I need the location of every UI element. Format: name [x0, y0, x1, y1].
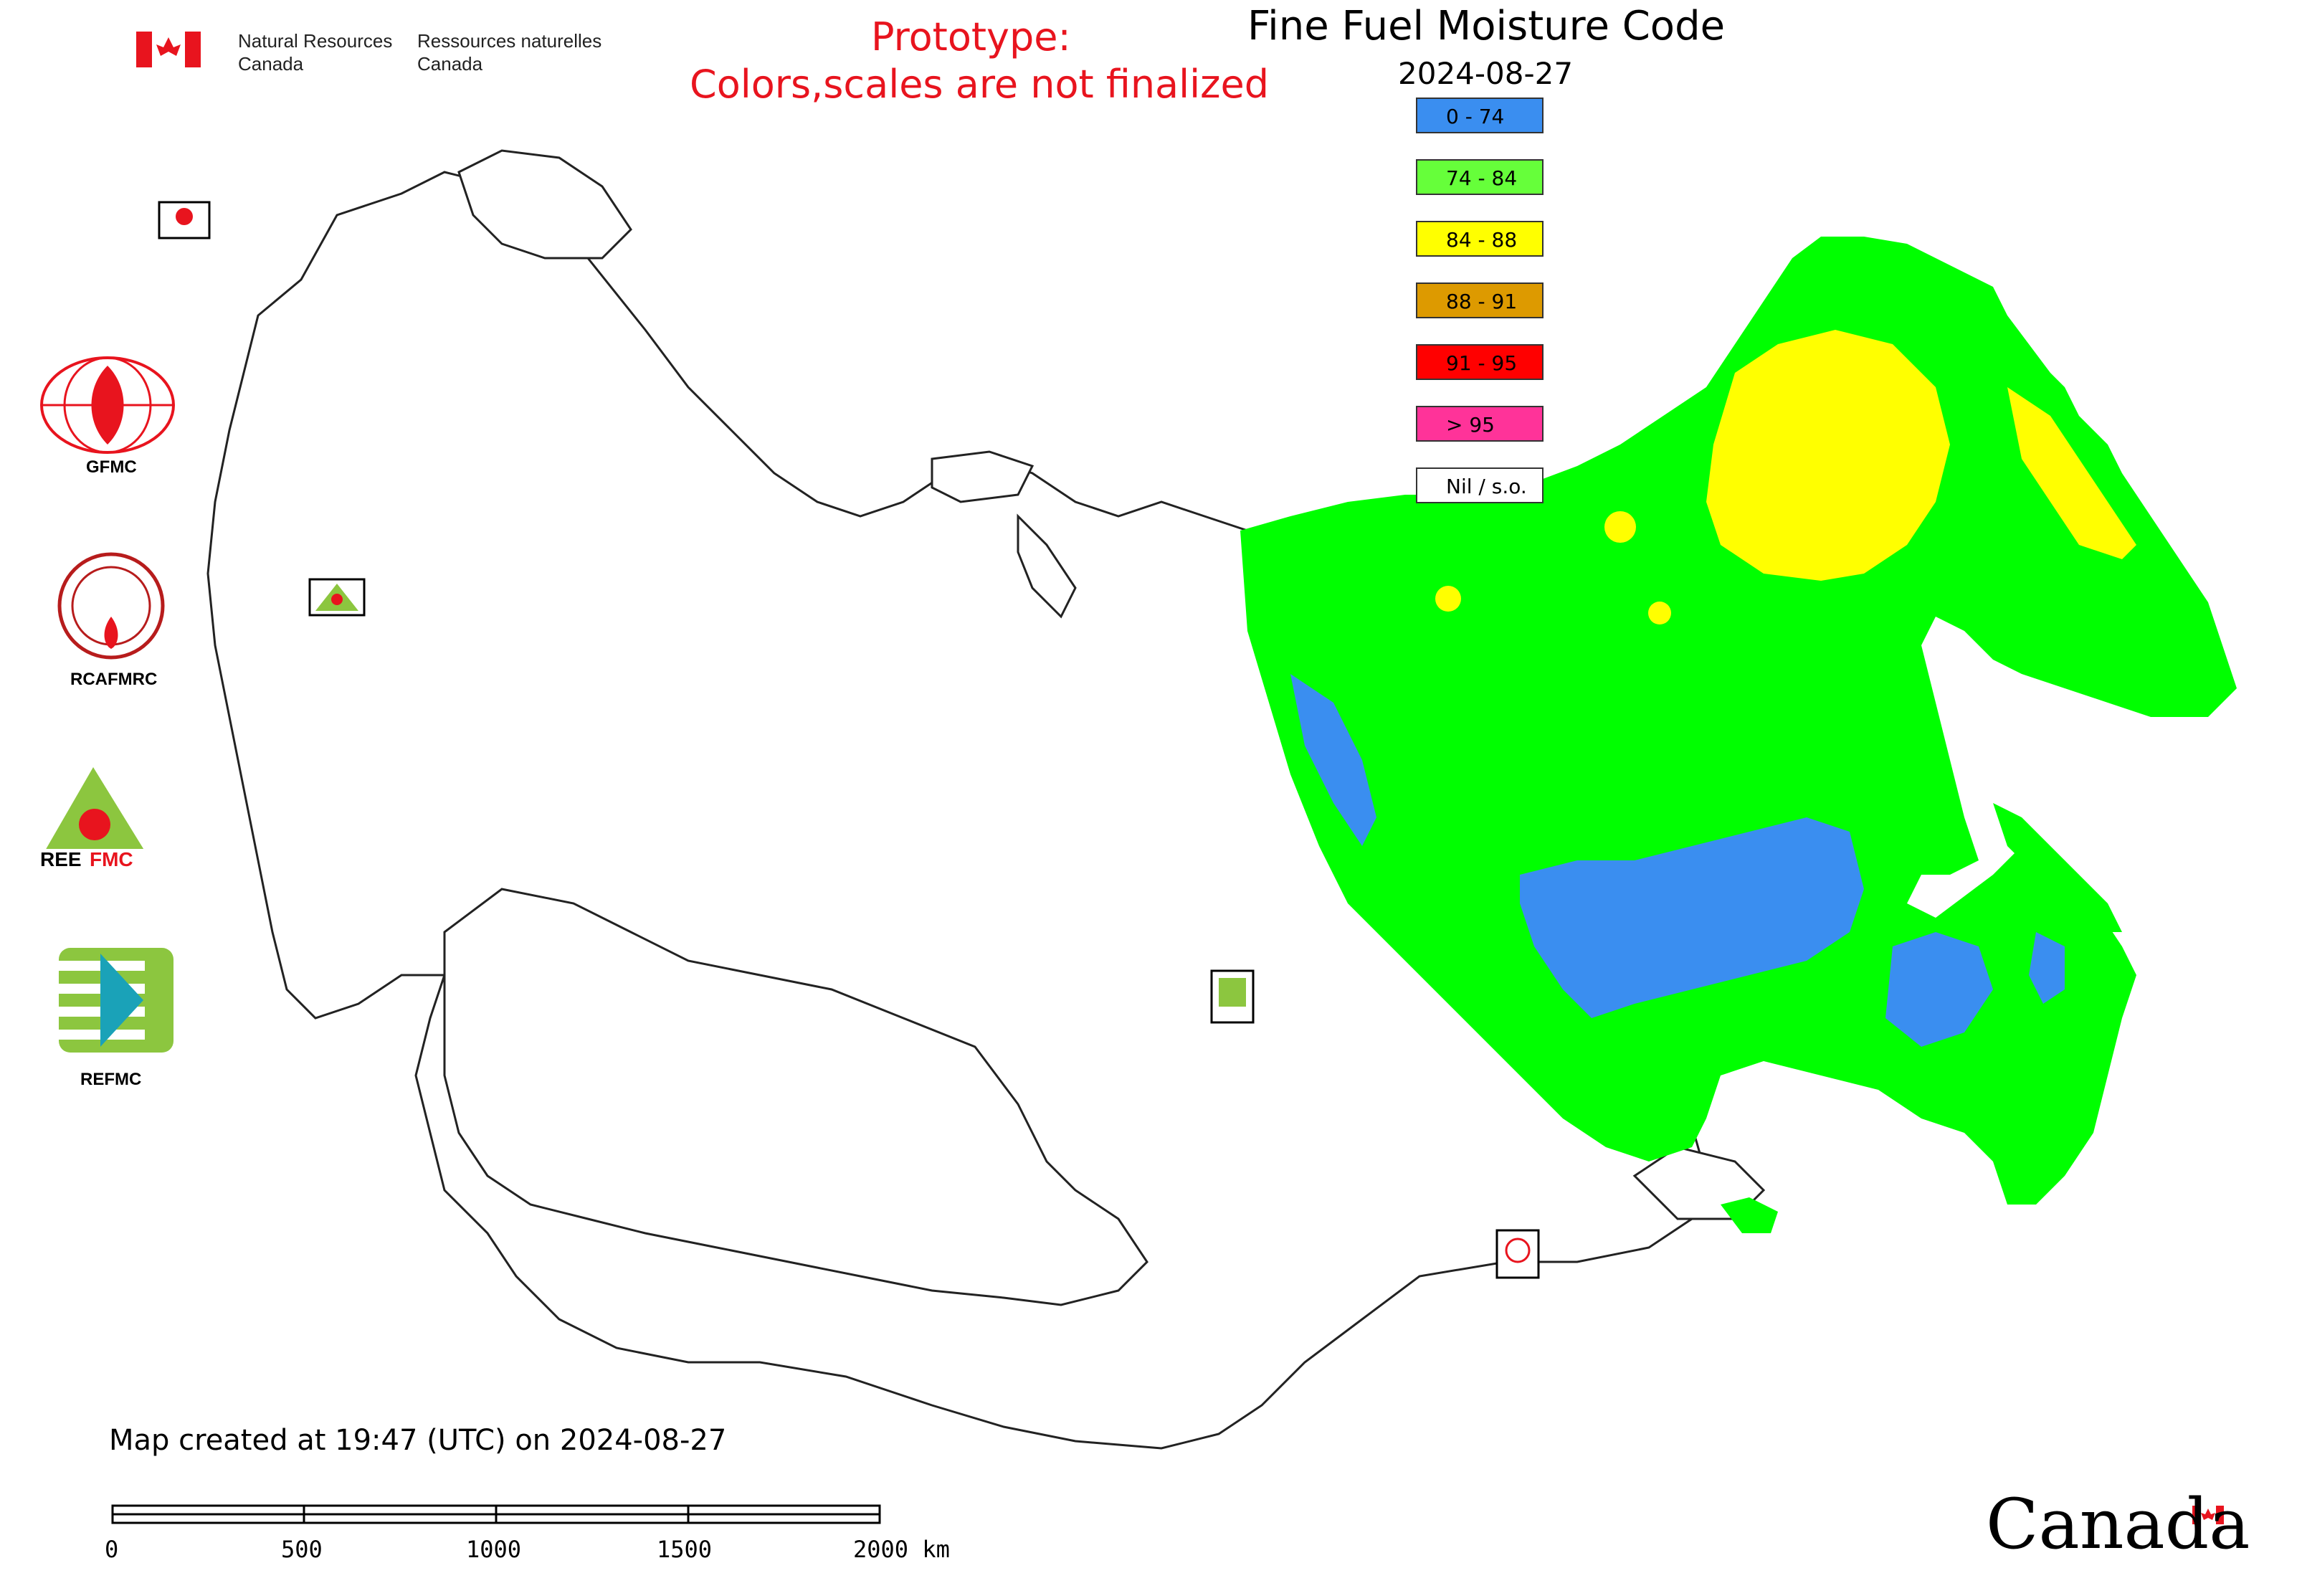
legend-item: 74 - 84	[1416, 159, 1544, 195]
map-date: 2024-08-27	[1398, 56, 1574, 91]
svg-text:FMC: FMC	[90, 848, 133, 870]
scale-label: 1500	[657, 1536, 713, 1563]
legend-item: 91 - 95	[1416, 344, 1544, 380]
map-title: Fine Fuel Moisture Code	[1247, 3, 1726, 49]
legend-item: 88 - 91	[1416, 282, 1544, 318]
prototype-notice-line1: Prototype:	[871, 14, 1071, 60]
scale-label: 0	[105, 1536, 119, 1563]
scale-bar	[111, 1504, 881, 1524]
map-marker-rcafmrc-icon	[1495, 1229, 1540, 1279]
canada-wordmark: Canada	[1986, 1484, 2250, 1564]
legend-item: Nil / s.o.	[1416, 467, 1544, 503]
map-created-timestamp: Map created at 19:47 (UTC) on 2024-08-27	[109, 1424, 727, 1457]
refmc-logo	[59, 948, 173, 1053]
agency-name-fr-line1: Ressources naturelles	[417, 30, 602, 52]
map-marker-gfmc-icon	[158, 201, 211, 239]
ffmc-coverage	[1240, 237, 2237, 1233]
reefmc-logo: REE FMC	[37, 767, 189, 870]
legend-item: 84 - 88	[1416, 221, 1544, 257]
prototype-notice-line2: Colors,scales are not finalized	[690, 62, 1269, 107]
map-marker-reefmc-icon	[308, 578, 366, 617]
refmc-label: REFMC	[80, 1070, 142, 1089]
gfmc-label: GFMC	[86, 457, 137, 477]
rcafmrc-logo	[57, 552, 165, 660]
svg-text:REE: REE	[40, 848, 82, 870]
legend-item: > 95	[1416, 406, 1544, 442]
scale-label: 500	[281, 1536, 323, 1563]
canada-wordmark-flag-icon	[2192, 1506, 2224, 1524]
scale-label: 1000	[466, 1536, 522, 1563]
agency-name-fr-line2: Canada	[417, 53, 483, 75]
agency-name-en-line1: Natural Resources	[238, 30, 393, 52]
country-outlines	[206, 149, 1766, 1450]
canada-flag-icon	[136, 32, 201, 67]
gfmc-logo	[40, 356, 175, 454]
map-marker-refmc-icon	[1210, 969, 1255, 1024]
scale-label: 2000 km	[853, 1536, 950, 1563]
rcafmrc-label: RCAFMRC	[70, 670, 158, 689]
legend-item: 0 - 74	[1416, 98, 1544, 133]
agency-name-en-line2: Canada	[238, 53, 304, 75]
